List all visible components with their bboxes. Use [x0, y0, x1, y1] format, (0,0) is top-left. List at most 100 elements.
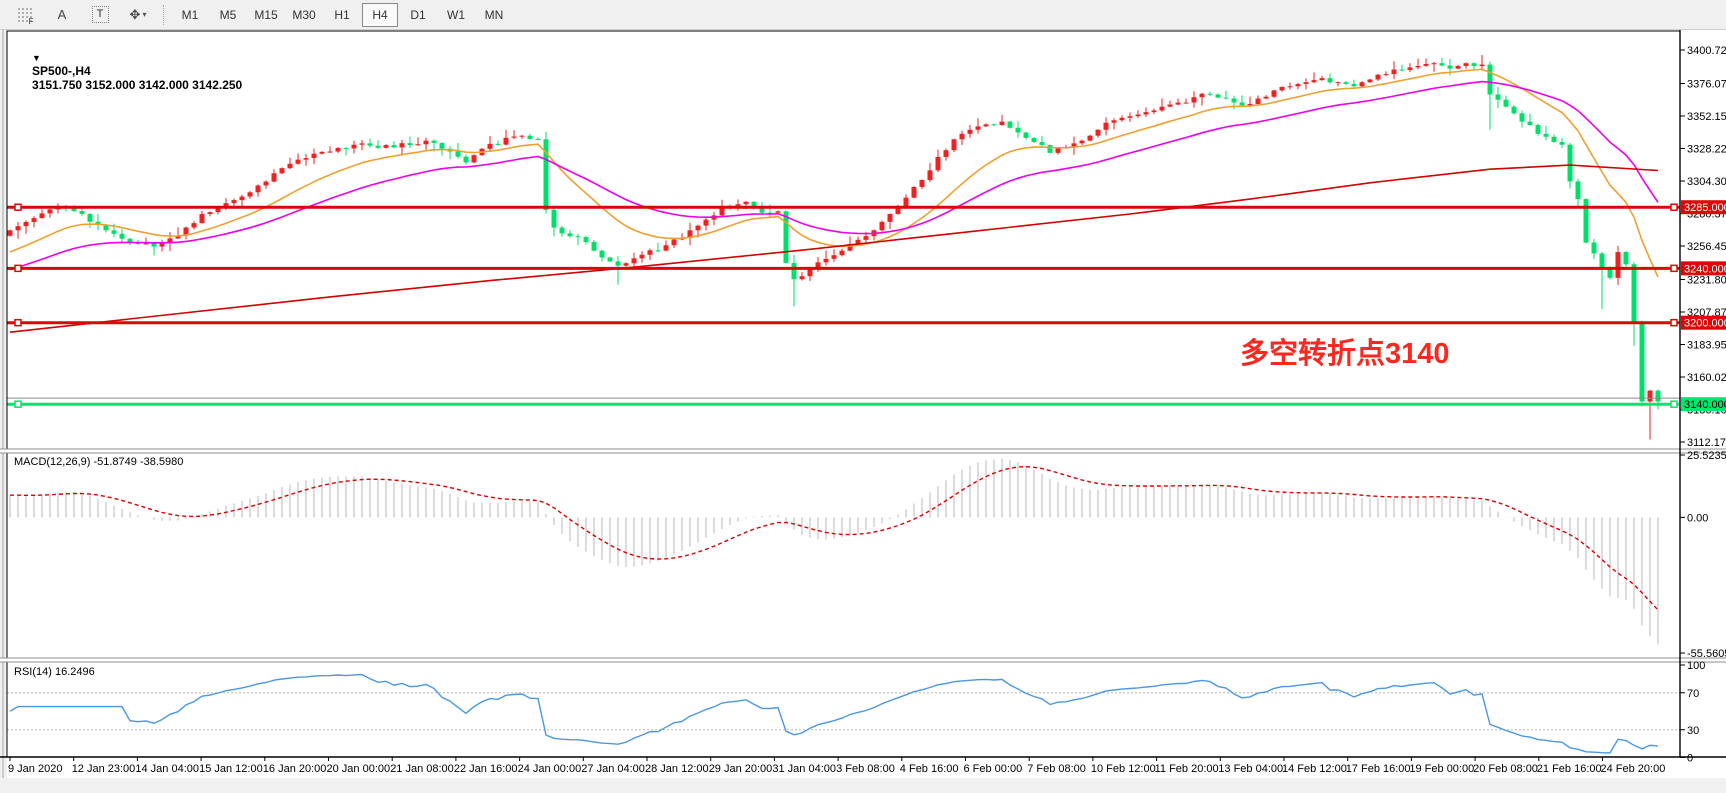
ohlc-values: 3151.750 3152.000 3142.000 3142.250 — [32, 78, 243, 92]
candlestick — [1551, 136, 1557, 143]
candlestick — [575, 236, 581, 238]
label-tool-button[interactable]: A — [44, 3, 80, 27]
candlestick — [743, 201, 749, 205]
timeframe-button-m30[interactable]: M30 — [292, 7, 316, 22]
candlestick — [455, 151, 461, 157]
timeframe-button-m1[interactable]: M1 — [181, 7, 199, 22]
candlestick — [1223, 97, 1229, 99]
timeframe-button-w1[interactable]: W1 — [447, 7, 465, 22]
price-badge-label: 3140.000 — [1684, 399, 1726, 411]
candlestick — [831, 255, 837, 259]
candlestick — [759, 207, 765, 213]
candlestick — [1327, 78, 1333, 83]
symbol-name: SP500-,H4 — [32, 64, 91, 78]
candlestick — [935, 156, 941, 171]
candlestick — [1407, 67, 1413, 71]
line-handle — [14, 318, 22, 327]
candlestick — [1079, 140, 1085, 144]
candlestick — [1375, 74, 1381, 80]
rsi-line — [9, 673, 1659, 754]
time-axis-label: 13 Feb 04:00 — [1218, 763, 1283, 775]
ma-line-trend-ma — [9, 164, 1659, 333]
time-axis-label: 27 Jan 04:00 — [581, 763, 645, 775]
candlestick — [695, 225, 701, 231]
candlestick — [1239, 102, 1245, 106]
candlestick — [1335, 82, 1341, 84]
candlestick — [551, 209, 557, 228]
toolbar-separator — [163, 4, 165, 25]
time-axis-label: 22 Jan 16:00 — [454, 763, 518, 775]
candlestick — [1007, 121, 1013, 128]
chart-surface[interactable]: 3400.725 3376.075 3352.150 3328.225 3304.300… — [0, 30, 1726, 793]
panel-separator — [0, 658, 1726, 662]
candlestick — [191, 223, 197, 228]
price-axis-label: 3160.025 — [1687, 372, 1726, 384]
chinese-annotation[interactable]: 多空转折点3140 — [1240, 338, 1450, 370]
candlestick — [295, 159, 301, 164]
collapse-icon[interactable]: ▼ — [32, 53, 41, 63]
candlestick — [1423, 64, 1429, 66]
candlestick — [1527, 121, 1533, 126]
candlestick — [1535, 125, 1541, 134]
candlestick — [1311, 80, 1317, 83]
timeframe-button-d1[interactable]: D1 — [410, 7, 426, 22]
drawing-tools-button[interactable]: ✥ ▾ — [120, 3, 156, 27]
candlestick — [751, 201, 757, 208]
time-axis-label: 3 Feb 08:00 — [836, 763, 895, 775]
candlestick — [911, 187, 917, 198]
candlestick — [815, 262, 821, 269]
candlestick — [663, 245, 669, 251]
time-axis-label: 21 Feb 16:00 — [1537, 763, 1602, 775]
candlestick — [1343, 82, 1349, 84]
candlestick — [1199, 93, 1205, 98]
text-tool-button[interactable]: T — [82, 3, 118, 27]
candlestick — [1159, 106, 1165, 111]
candlestick — [111, 230, 117, 234]
candlestick — [1479, 64, 1485, 67]
time-axis-label: 9 Jan 2020 — [8, 763, 62, 775]
candlestick — [951, 139, 957, 151]
timeframe-button-h4[interactable]: H4 — [362, 2, 398, 27]
candlestick — [1295, 84, 1301, 87]
price-badge — [1681, 397, 1726, 412]
candlestick — [1287, 86, 1293, 88]
candlestick — [1191, 97, 1197, 103]
candlestick — [903, 197, 909, 207]
auto-scroll-button[interactable]: F — [6, 3, 42, 27]
rsi-indicator-label: RSI(14) 16.2496 — [14, 666, 95, 678]
candlestick — [535, 139, 541, 141]
candlestick — [583, 237, 589, 243]
candlestick — [823, 258, 829, 263]
candlestick — [311, 153, 317, 159]
candlestick — [991, 124, 997, 126]
candlestick — [1207, 93, 1213, 95]
candlestick — [895, 206, 901, 215]
price-axis-label: 3256.450 — [1687, 241, 1726, 253]
candlestick — [623, 263, 629, 266]
candlestick — [1039, 142, 1045, 146]
price-badge-label: 3240.000 — [1684, 263, 1726, 275]
candlestick — [231, 200, 237, 204]
candlestick — [287, 163, 293, 169]
candlestick — [359, 143, 365, 145]
candlestick — [103, 224, 109, 231]
candlestick — [343, 148, 349, 150]
candlestick — [1495, 94, 1501, 100]
candlestick — [959, 133, 965, 140]
candlestick — [1087, 135, 1093, 141]
time-axis-label: 31 Jan 04:00 — [772, 763, 836, 775]
candlestick — [1439, 63, 1445, 66]
timeframe-button-m15[interactable]: M15 — [254, 7, 278, 22]
timeframe-button-m5[interactable]: M5 — [219, 7, 237, 22]
candlestick — [1463, 63, 1469, 66]
candlestick — [1167, 104, 1173, 107]
candlestick — [247, 192, 253, 197]
candlestick — [1279, 87, 1285, 91]
price-axis-label: 3112.175 — [1687, 437, 1726, 449]
timeframe-button-mn[interactable]: MN — [484, 7, 504, 22]
timeframe-button-h1[interactable]: H1 — [334, 7, 350, 22]
candlestick — [183, 227, 189, 236]
candlestick — [23, 221, 29, 227]
candlestick — [1607, 266, 1613, 278]
candlestick — [335, 148, 341, 152]
